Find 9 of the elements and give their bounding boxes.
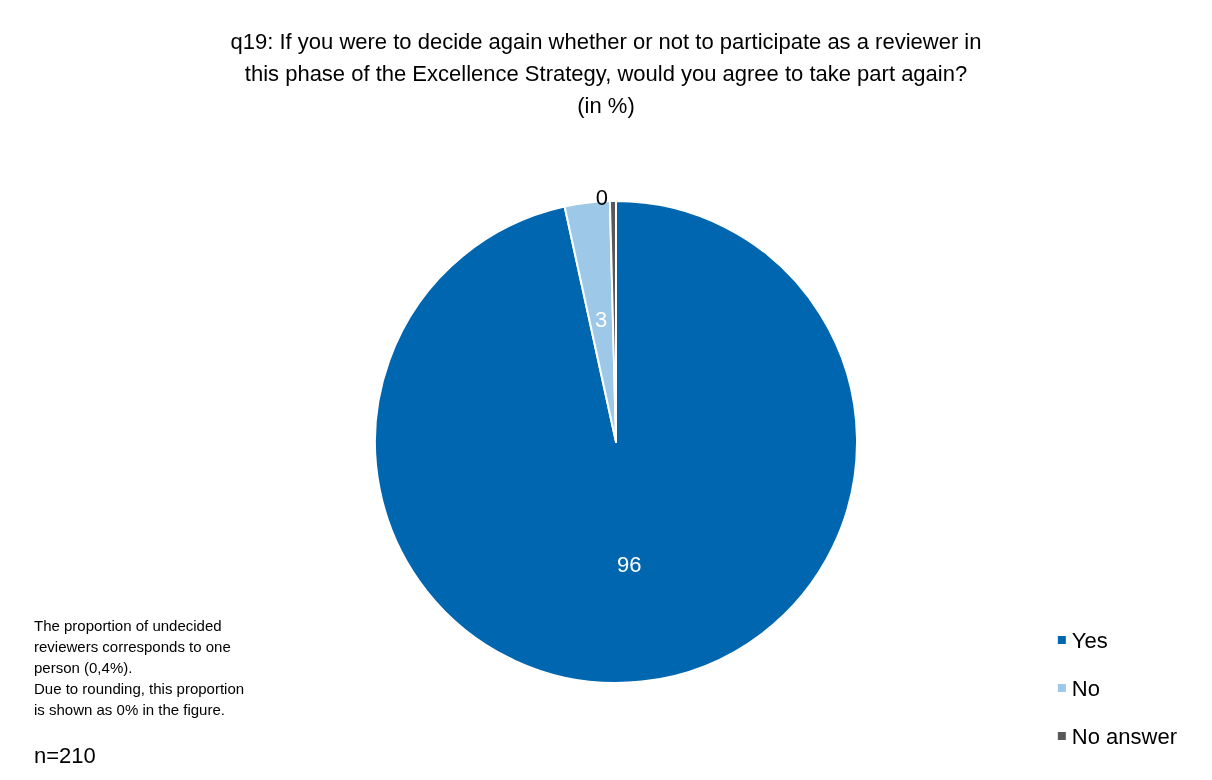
data-label: 96: [617, 552, 642, 578]
chart-title: q19: If you were to decide again whether or not to participate as a reviewer in this phase of the Excellence Strategy, would you agree to take part again? (in %): [230, 28, 982, 118]
text: n=210: [34, 742, 96, 768]
data-label: 3: [595, 306, 608, 332]
legend-label: No: [1071, 675, 1100, 701]
legend-label: No answer: [1071, 723, 1177, 749]
data-label: 0: [595, 184, 608, 210]
text: The proportion of undecided reviewers corresponds to one person (0,4%). Due to rounding, this proportion is shown as 0% in the figure.: [34, 617, 245, 718]
legend-label: Yes: [1071, 627, 1108, 653]
